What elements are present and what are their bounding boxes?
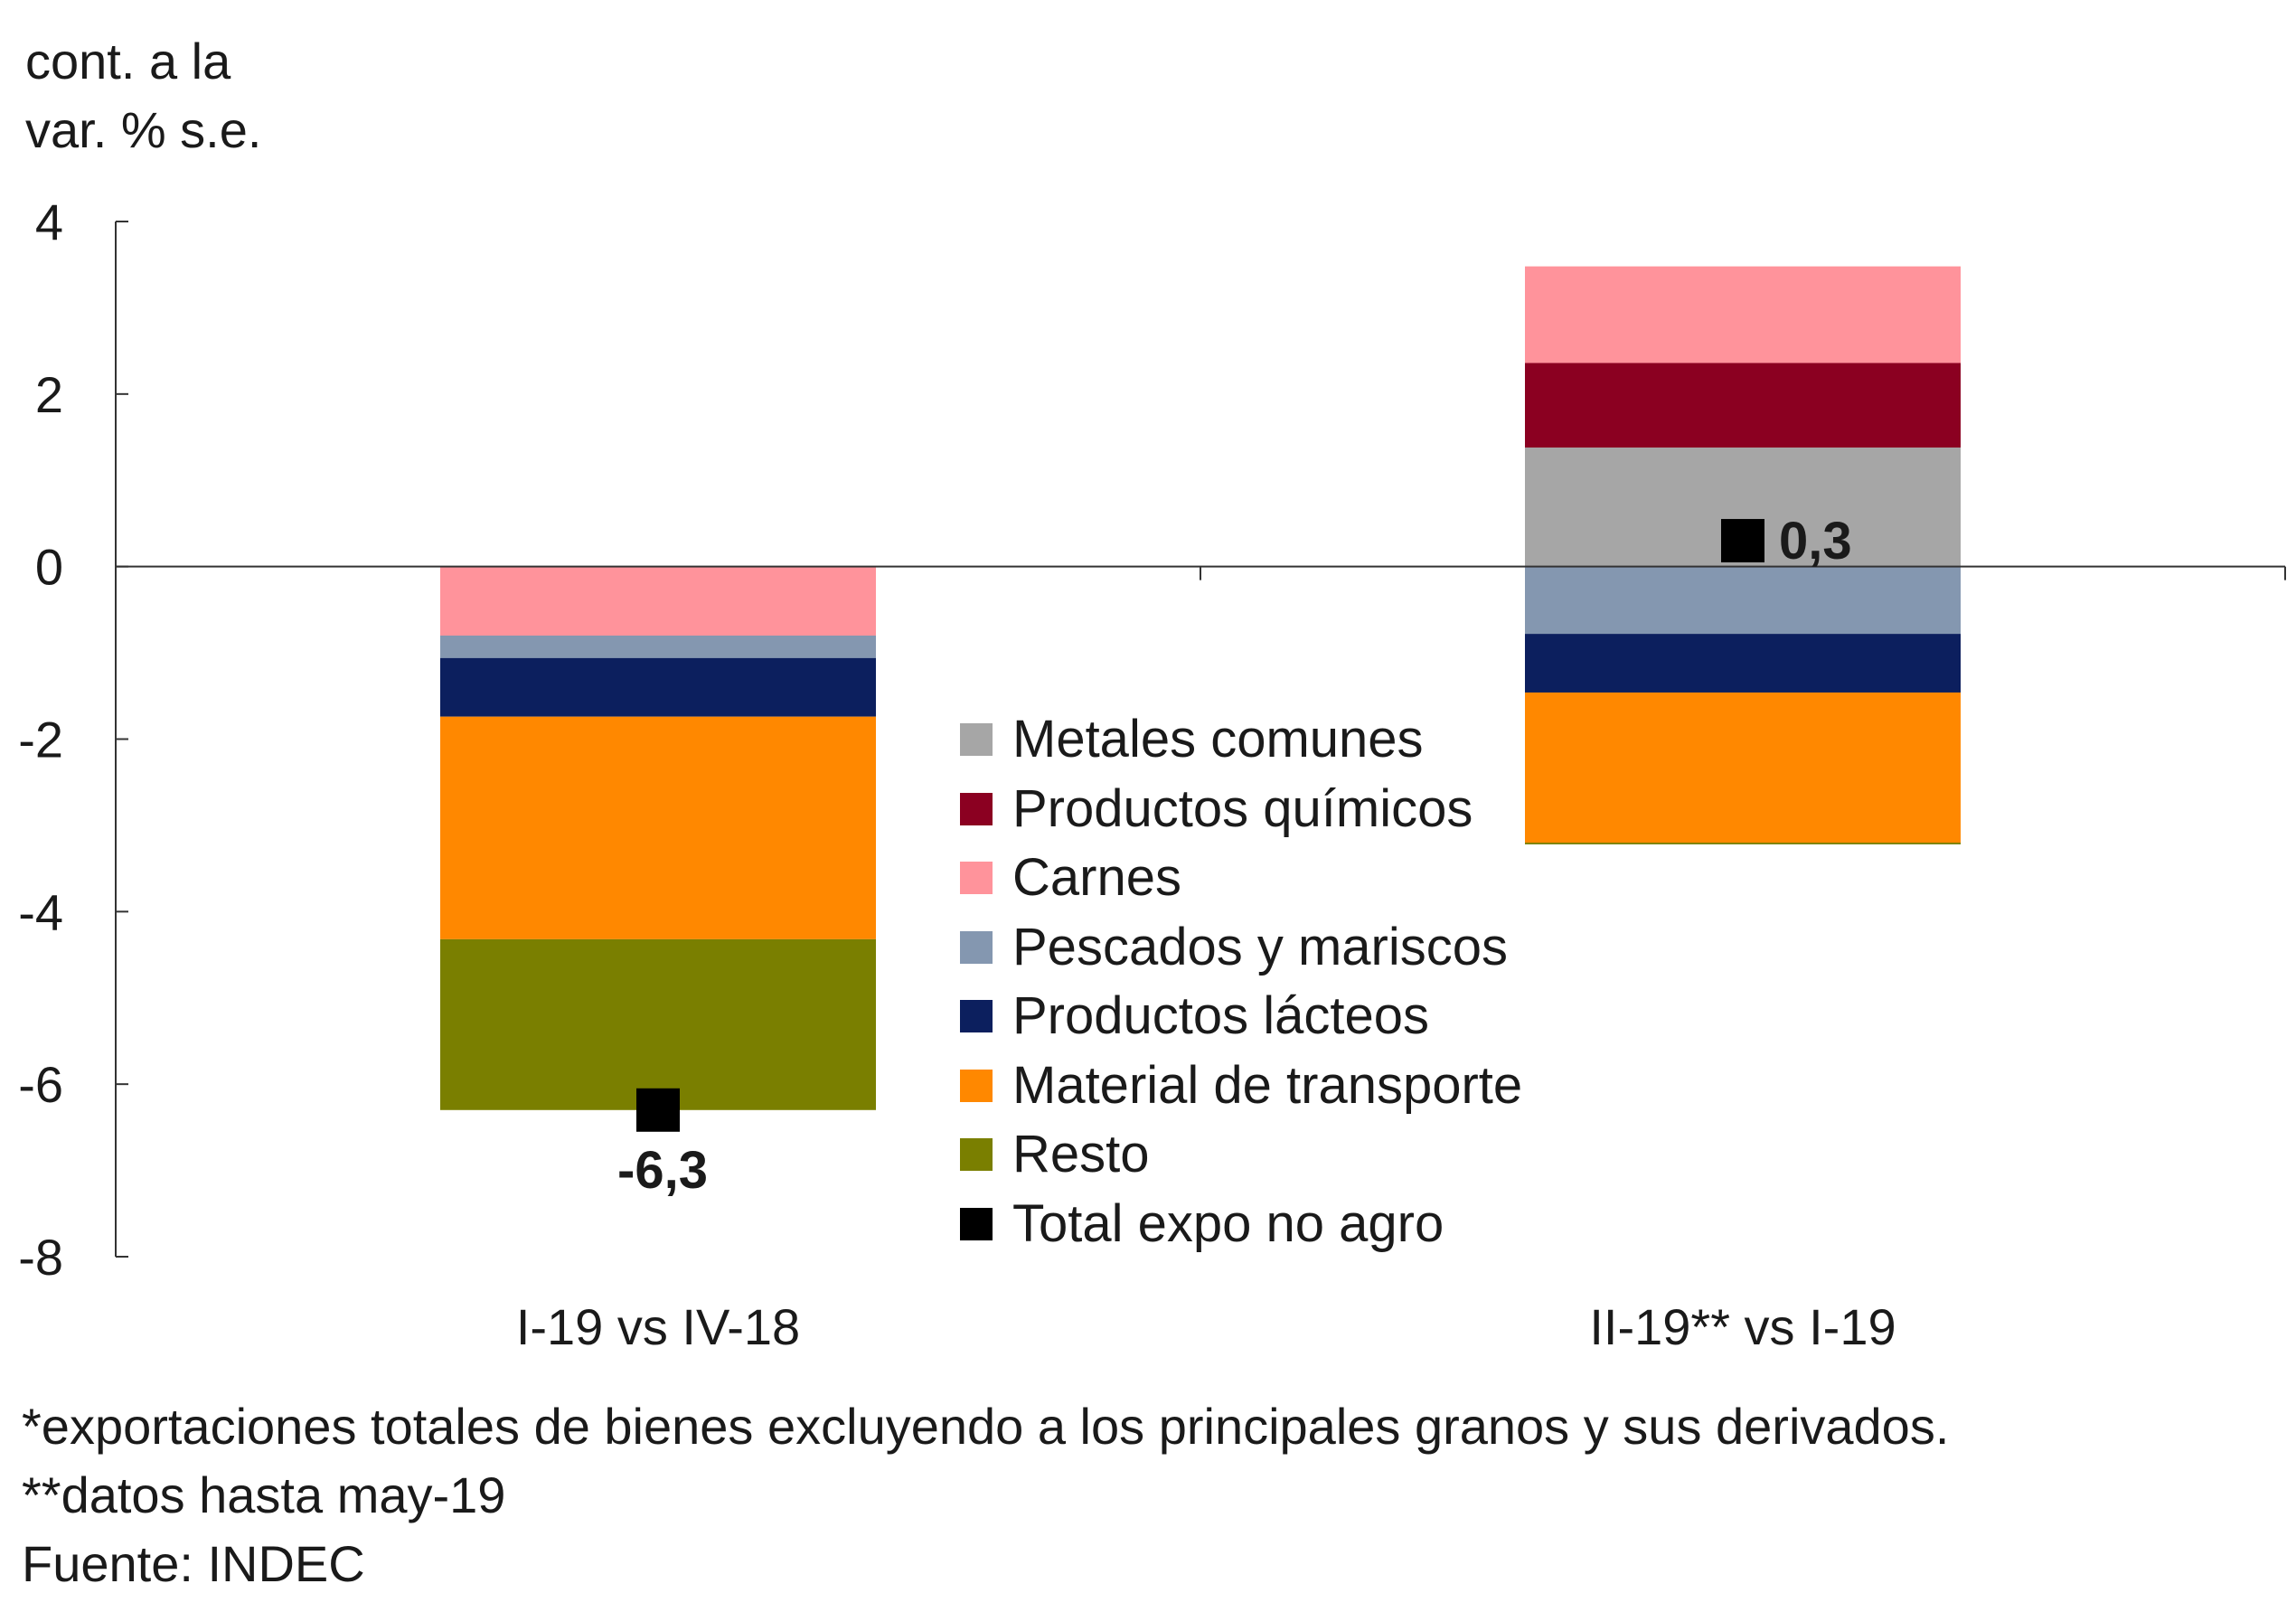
footnote-data-range: **datos hasta may-19: [22, 1466, 506, 1523]
total-markers-layer: -6,3 0,3: [617, 512, 1852, 1200]
y-tick-label: -8: [18, 1229, 63, 1286]
legend-swatch-metales-comunes: [960, 723, 993, 757]
y-tick-label: -4: [18, 883, 63, 940]
bars-layer: [440, 266, 1961, 1110]
legend-swatch-productos-lacteos: [960, 1000, 993, 1033]
legend-label: Material de transporte: [1012, 1055, 1523, 1115]
legend-label: Total expo no agro: [1012, 1193, 1444, 1253]
legend-item-pescados-y-mariscos: Pescados y mariscos: [960, 913, 1522, 983]
legend: Metales comunes Productos químicos Carne…: [960, 705, 1522, 1258]
legend-swatch-carnes: [960, 862, 993, 895]
legend-item-productos-lacteos: Productos lácteos: [960, 982, 1522, 1051]
bar-segment-productos-lacteos-2: [1525, 634, 1961, 693]
legend-swatch-resto: [960, 1138, 993, 1172]
x-category-label: I-19 vs IV-18: [516, 1298, 800, 1355]
legend-label: Pescados y mariscos: [1012, 917, 1508, 976]
legend-label: Productos químicos: [1012, 778, 1473, 838]
total-data-label: -6,3: [617, 1141, 708, 1200]
bar-segment-material-de-transporte-2: [1525, 692, 1961, 843]
legend-label: Carnes: [1012, 848, 1181, 908]
bar-segment-material-de-transporte-1: [440, 716, 876, 939]
legend-item-resto: Resto: [960, 1120, 1522, 1190]
y-tick-label: -6: [18, 1056, 63, 1113]
footnote-source: Fuente: INDEC: [22, 1535, 365, 1592]
total-marker: [1721, 519, 1764, 563]
bar-segment-carnes-2: [1525, 266, 1961, 363]
legend-swatch-material-de-transporte: [960, 1069, 993, 1102]
bar-segment-resto-1: [440, 938, 876, 1110]
y-tick-label: 2: [35, 366, 63, 423]
legend-label: Productos lácteos: [1012, 986, 1430, 1046]
legend-label: Metales comunes: [1012, 710, 1424, 769]
axes-layer: 4 2 0 -2 -4 -6 -8 I-19 vs IV-18 II-19** vs I-19: [18, 193, 2286, 1355]
bar-segment-productos-quimicos-2: [1525, 363, 1961, 448]
bar-segment-resto-2: [1525, 843, 1961, 844]
bar-segment-carnes-1: [440, 566, 876, 636]
footnote-definition: *exportaciones totales de bienes excluye…: [22, 1398, 1950, 1455]
y-tick-label: 0: [35, 539, 63, 596]
legend-swatch-pescados-y-mariscos: [960, 930, 993, 964]
bar-segment-pescados-y-mariscos-2: [1525, 566, 1961, 635]
y-axis-label-line-2: var. % s.e.: [25, 101, 262, 158]
footnotes: *exportaciones totales de bienes excluye…: [22, 1392, 1949, 1598]
legend-item-total-expo-no-agro: Total expo no agro: [960, 1190, 1522, 1259]
y-axis-label: cont. a la var. % s.e.: [25, 27, 261, 165]
y-tick-label: -2: [18, 712, 63, 768]
legend-swatch-total-expo-no-agro: [960, 1207, 993, 1240]
legend-swatch-productos-quimicos: [960, 792, 993, 825]
legend-label: Resto: [1012, 1125, 1150, 1184]
y-tick-label: 4: [35, 193, 63, 250]
bar-segment-productos-lacteos-1: [440, 657, 876, 717]
total-marker: [636, 1088, 680, 1132]
legend-item-metales-comunes: Metales comunes: [960, 705, 1522, 775]
legend-item-productos-quimicos: Productos químicos: [960, 775, 1522, 844]
legend-item-carnes: Carnes: [960, 844, 1522, 913]
y-axis-label-line-1: cont. a la: [25, 33, 231, 90]
total-data-label: 0,3: [1779, 512, 1852, 570]
bar-segment-pescados-y-mariscos-1: [440, 636, 876, 658]
x-category-label: II-19** vs I-19: [1589, 1298, 1896, 1355]
legend-item-material-de-transporte: Material de transporte: [960, 1051, 1522, 1121]
